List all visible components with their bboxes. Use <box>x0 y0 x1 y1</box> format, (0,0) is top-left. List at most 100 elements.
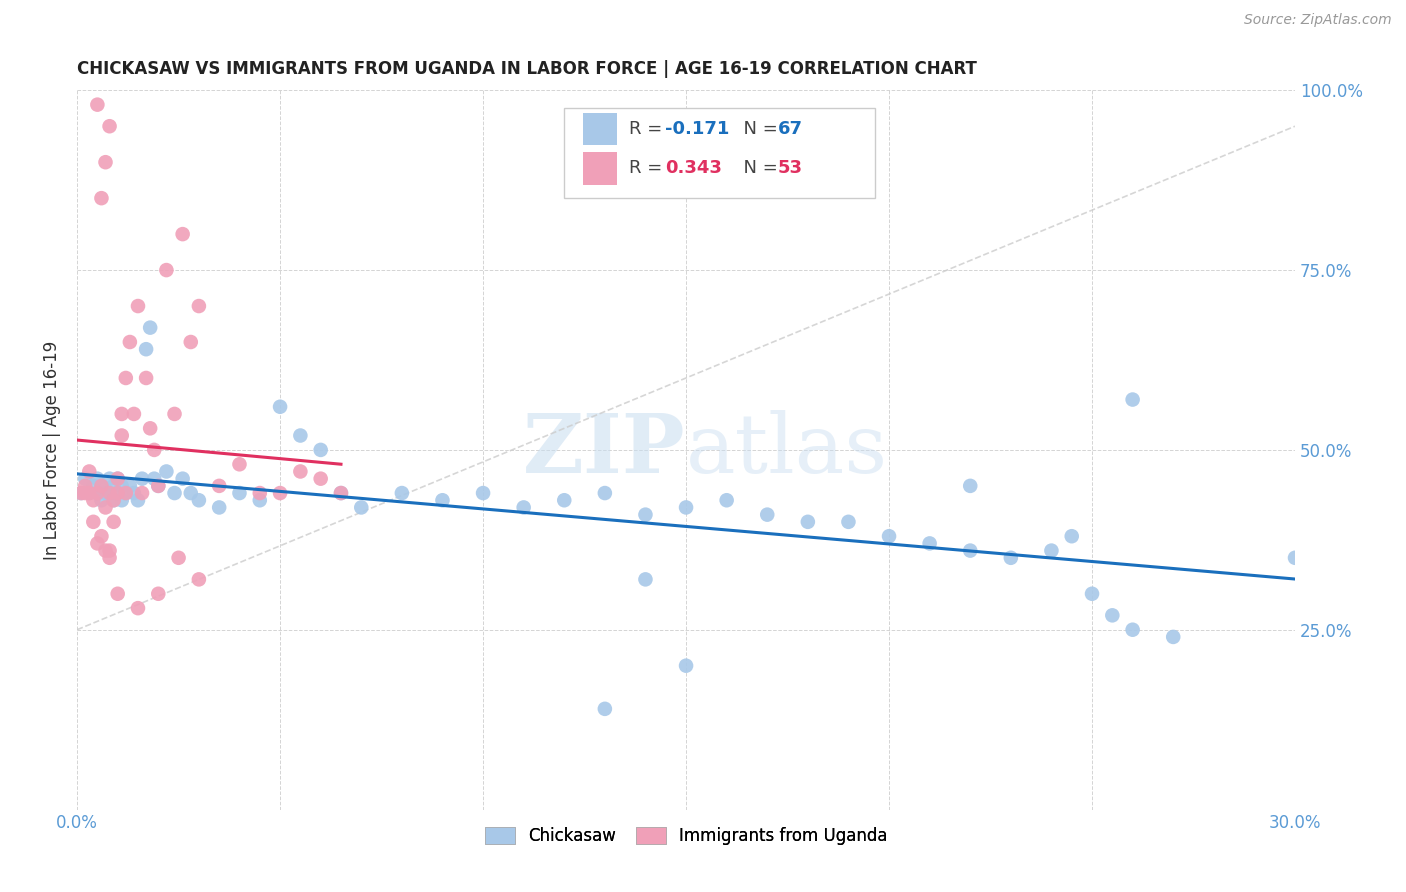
Legend: Chickasaw, Immigrants from Uganda: Chickasaw, Immigrants from Uganda <box>478 820 894 852</box>
Point <box>118 479 141 493</box>
Point <box>77 465 100 479</box>
Point <box>350 500 373 515</box>
Point <box>139 421 162 435</box>
Point <box>90 479 112 493</box>
FancyBboxPatch shape <box>582 153 617 185</box>
FancyBboxPatch shape <box>582 112 617 145</box>
Point <box>86 536 108 550</box>
Point <box>249 493 271 508</box>
Point <box>75 479 97 493</box>
Point <box>180 334 202 349</box>
Point <box>77 486 100 500</box>
Point <box>167 550 190 565</box>
Point <box>75 486 97 500</box>
Point <box>114 371 136 385</box>
Point <box>107 486 129 500</box>
Point <box>94 486 117 500</box>
Point <box>118 334 141 349</box>
Point <box>135 371 157 385</box>
Point <box>114 486 136 500</box>
Point <box>111 407 134 421</box>
Text: R =: R = <box>628 160 668 178</box>
Point <box>309 472 332 486</box>
Point <box>148 479 170 493</box>
Point <box>107 587 129 601</box>
Point <box>103 479 125 493</box>
Point <box>127 493 149 508</box>
Point <box>155 263 177 277</box>
Point <box>148 587 170 601</box>
Point <box>75 472 97 486</box>
Point <box>1060 529 1083 543</box>
Point <box>187 493 209 508</box>
Point <box>959 543 981 558</box>
Text: -0.171: -0.171 <box>665 120 730 137</box>
Point <box>86 97 108 112</box>
Point <box>1122 623 1144 637</box>
Point <box>131 472 153 486</box>
Point <box>391 486 413 500</box>
Point <box>98 550 121 565</box>
Point <box>114 486 136 500</box>
Point <box>82 479 104 493</box>
Point <box>472 486 495 500</box>
Point <box>1122 392 1144 407</box>
Point <box>309 442 332 457</box>
Point <box>675 658 697 673</box>
Point <box>127 601 149 615</box>
Point <box>269 400 291 414</box>
Point <box>107 472 129 486</box>
Point <box>90 529 112 543</box>
Point <box>634 573 657 587</box>
Point <box>94 500 117 515</box>
Point <box>1000 550 1022 565</box>
Point <box>208 500 231 515</box>
Point <box>70 486 93 500</box>
Point <box>716 493 738 508</box>
Point <box>228 486 250 500</box>
Point <box>634 508 657 522</box>
Text: R =: R = <box>628 120 668 137</box>
Point <box>756 508 779 522</box>
Text: 0.343: 0.343 <box>665 160 723 178</box>
Point <box>122 407 145 421</box>
Point <box>1040 543 1063 558</box>
Point <box>330 486 353 500</box>
Point <box>98 543 121 558</box>
Text: N =: N = <box>733 160 783 178</box>
Point <box>163 407 186 421</box>
Point <box>877 529 900 543</box>
Point <box>675 500 697 515</box>
Point <box>94 155 117 169</box>
Point <box>837 515 859 529</box>
Point <box>111 493 134 508</box>
Point <box>330 486 353 500</box>
Point <box>1161 630 1184 644</box>
Point <box>1284 550 1306 565</box>
Text: Source: ZipAtlas.com: Source: ZipAtlas.com <box>1244 13 1392 28</box>
Point <box>187 299 209 313</box>
Point <box>90 493 112 508</box>
Point <box>94 543 117 558</box>
Point <box>143 442 166 457</box>
Point <box>103 493 125 508</box>
Point <box>82 515 104 529</box>
Point <box>143 472 166 486</box>
Point <box>103 493 125 508</box>
Point <box>111 479 134 493</box>
Point <box>90 191 112 205</box>
Text: CHICKASAW VS IMMIGRANTS FROM UGANDA IN LABOR FORCE | AGE 16-19 CORRELATION CHART: CHICKASAW VS IMMIGRANTS FROM UGANDA IN L… <box>77 60 977 78</box>
Y-axis label: In Labor Force | Age 16-19: In Labor Force | Age 16-19 <box>44 340 60 559</box>
Point <box>593 486 616 500</box>
Point <box>172 227 194 241</box>
Text: 67: 67 <box>778 120 803 137</box>
Point <box>155 465 177 479</box>
Point <box>172 472 194 486</box>
Point <box>553 493 575 508</box>
Point <box>111 428 134 442</box>
Point <box>90 479 112 493</box>
Point <box>107 486 129 500</box>
FancyBboxPatch shape <box>564 108 875 198</box>
Point <box>103 515 125 529</box>
Text: atlas: atlas <box>686 410 889 490</box>
